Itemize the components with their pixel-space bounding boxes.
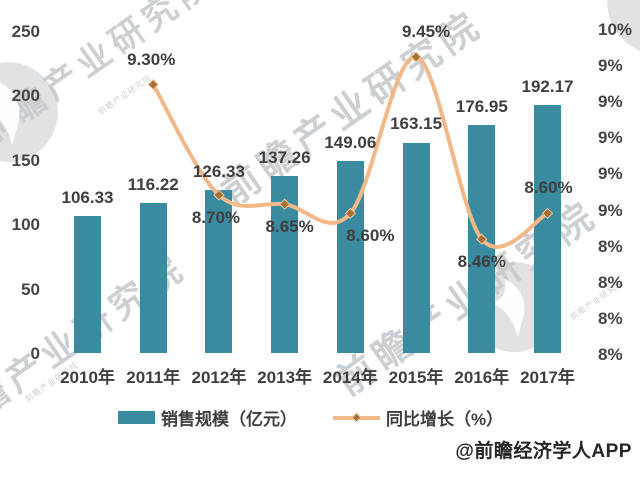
bar-2010年 xyxy=(74,216,101,353)
left-axis-tick: 150 xyxy=(11,150,40,170)
line-value-label: 8.60% xyxy=(524,178,573,198)
left-axis-tick: 50 xyxy=(21,279,40,299)
line-value-label: 8.65% xyxy=(265,217,314,237)
line-marker xyxy=(410,51,422,63)
x-axis-label-2011年: 2011年 xyxy=(126,368,181,387)
x-axis-label-2014年: 2014年 xyxy=(322,368,378,387)
left-axis-tick: 100 xyxy=(11,215,40,235)
right-axis-tick: 9% xyxy=(598,128,623,148)
line-marker xyxy=(213,189,225,201)
line-value-label: 8.60% xyxy=(346,226,395,246)
right-axis-tick: 9% xyxy=(598,200,623,220)
left-axis-tick: 250 xyxy=(11,22,40,41)
legend-label-sales: 销售规模（亿元） xyxy=(161,410,297,429)
x-axis-label-2016年: 2016年 xyxy=(454,368,510,387)
left-axis-tick: 0 xyxy=(30,344,40,363)
line-marker xyxy=(541,207,554,220)
bar-2017年 xyxy=(533,105,561,353)
bar-value-label: 176.95 xyxy=(455,96,508,116)
right-axis-tick: 9% xyxy=(598,56,623,76)
bar-value-label: 126.33 xyxy=(192,161,245,181)
bar-value-label: 163.15 xyxy=(390,114,443,134)
line-value-label: 8.70% xyxy=(191,208,241,227)
x-axis-label-2013年: 2013年 xyxy=(257,368,313,387)
bar-value-label: 192.17 xyxy=(521,76,574,96)
bar-value-label: 149.06 xyxy=(324,132,377,152)
x-axis-label-2017年: 2017年 xyxy=(520,368,575,387)
x-axis-label-2010年: 2010年 xyxy=(60,368,115,387)
legend-bar-swatch xyxy=(118,411,155,424)
right-axis-tick: 10% xyxy=(598,20,633,39)
right-axis-tick: 8% xyxy=(598,272,623,292)
right-axis-tick: 9% xyxy=(598,164,623,184)
right-axis-tick: 8% xyxy=(598,308,623,328)
line-marker xyxy=(278,198,291,210)
bar-value-label: 106.33 xyxy=(61,187,114,207)
left-axis-tick: 200 xyxy=(11,86,40,106)
x-axis-label-2012年: 2012年 xyxy=(191,368,247,387)
credit-text: @前瞻经济学人APP xyxy=(455,441,632,462)
bar-value-label: 137.26 xyxy=(258,147,311,167)
line-value-label: 9.30% xyxy=(127,49,176,69)
legend-label-growth: 同比增长（%） xyxy=(386,410,504,429)
legend-item-growth: 同比增长（%） xyxy=(333,405,503,430)
line-value-label: 8.46% xyxy=(457,252,506,272)
bar-2011年 xyxy=(139,203,167,353)
bar-value-label: 116.22 xyxy=(127,174,179,194)
legend-line-swatch xyxy=(333,411,380,425)
bar-2015年 xyxy=(402,142,430,353)
line-marker xyxy=(476,233,488,245)
right-axis-tick: 9% xyxy=(598,92,623,112)
legend-diamond-marker-icon xyxy=(351,412,362,423)
legend-item-sales: 销售规模（亿元） xyxy=(118,405,297,430)
x-axis-label-2015年: 2015年 xyxy=(388,368,444,387)
watermark-logo-icon xyxy=(0,62,58,162)
line-value-label: 9.45% xyxy=(401,22,451,41)
line-marker xyxy=(147,78,159,91)
bar-2012年 xyxy=(205,190,233,353)
right-axis-tick: 8% xyxy=(598,344,623,364)
right-axis-tick: 8% xyxy=(598,236,623,256)
line-marker xyxy=(344,207,357,220)
